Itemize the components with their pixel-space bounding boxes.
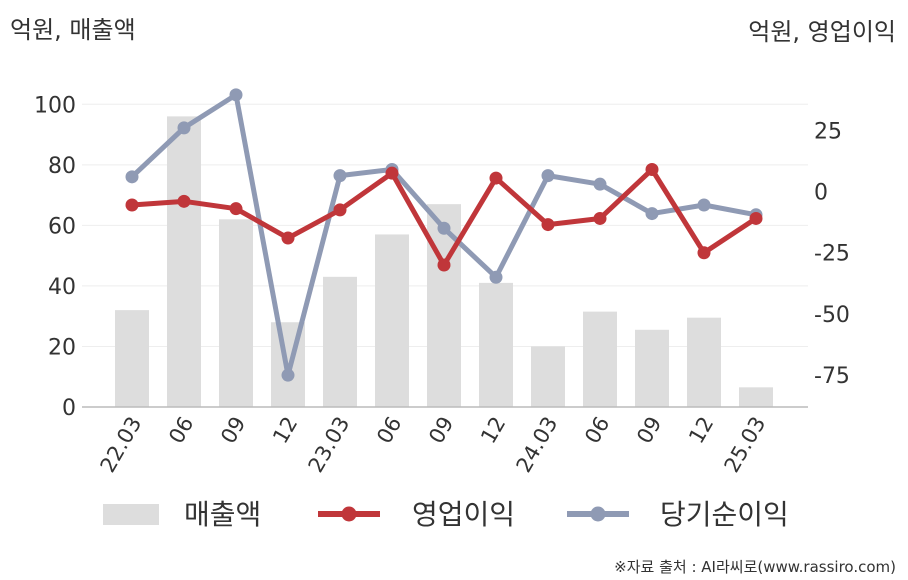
data-point: [437, 221, 451, 235]
data-point: [593, 177, 607, 191]
data-point: [697, 198, 711, 212]
bar: [531, 346, 565, 407]
data-point: [281, 231, 295, 245]
data-point: [385, 166, 399, 180]
x-tick-label: 09: [424, 413, 458, 448]
x-tick-label: 06: [580, 413, 614, 448]
x-tick-label: 24.03: [511, 413, 562, 477]
x-tick-label: 22.03: [95, 413, 146, 477]
x-tick-label: 06: [164, 413, 198, 448]
x-tick-label: 12: [476, 413, 510, 448]
legend-swatch: [103, 504, 159, 525]
data-point: [645, 162, 659, 176]
x-axis-ticks: 22.03 06 09 12 23.03 06 09 12 24.03 06 09 12 25.03: [95, 413, 770, 477]
left-tick-label: 100: [34, 93, 76, 118]
right-tick-label: 0: [814, 181, 828, 206]
left-axis-ticks: 0 20 40 60 80 100: [34, 93, 76, 421]
left-axis-title: 억원, 매출액: [10, 16, 136, 44]
data-point: [177, 121, 191, 135]
x-tick-label: 12: [684, 413, 718, 448]
data-point: [177, 194, 191, 208]
right-axis-title: 억원, 영업이익: [748, 18, 896, 46]
bar: [323, 276, 357, 407]
x-tick-label: 09: [632, 413, 666, 448]
data-point: [645, 207, 659, 221]
data-point: [437, 258, 451, 272]
bar: [479, 282, 513, 407]
left-tick-label: 80: [48, 154, 76, 179]
data-point: [333, 169, 347, 183]
left-tick-label: 0: [62, 396, 76, 421]
source-note: ※자료 출처 : AI라씨로(www.rassiro.com): [614, 558, 896, 576]
data-point: [229, 88, 243, 102]
x-tick-label: 06: [372, 413, 406, 448]
data-point: [593, 211, 607, 225]
bar-series: [115, 116, 773, 407]
data-point: [489, 171, 503, 185]
legend-label: 당기순이익: [660, 498, 789, 531]
bar: [219, 219, 253, 407]
left-tick-label: 20: [48, 335, 76, 360]
x-tick-label: 09: [216, 413, 250, 448]
bar: [115, 310, 149, 407]
right-tick-label: -75: [814, 364, 850, 389]
legend: 매출액 영업이익 당기순이익: [103, 498, 789, 531]
legend-label: 영업이익: [412, 498, 515, 531]
data-point: [697, 246, 711, 260]
left-tick-label: 40: [48, 275, 76, 300]
x-tick-label: 23.03: [303, 413, 354, 477]
data-point: [281, 368, 295, 382]
bar: [375, 234, 409, 407]
legend-marker: [341, 506, 357, 522]
legend-label: 매출액: [184, 498, 261, 531]
data-point: [541, 218, 555, 232]
data-point: [125, 198, 139, 212]
bar: [687, 317, 721, 407]
data-point: [333, 203, 347, 217]
data-point: [489, 270, 503, 284]
right-tick-label: -50: [814, 303, 850, 328]
legend-marker: [590, 506, 606, 522]
bar: [167, 116, 201, 407]
x-tick-label: 12: [268, 413, 302, 448]
data-point: [541, 169, 555, 183]
data-point: [749, 211, 763, 225]
left-tick-label: 60: [48, 214, 76, 239]
line-series: [125, 88, 763, 382]
right-axis-ticks: 25 0 -25 -50 -75: [814, 119, 850, 389]
data-point: [125, 170, 139, 184]
bar: [635, 329, 669, 407]
x-tick-label: 25.03: [719, 413, 770, 477]
bar: [739, 387, 773, 407]
right-tick-label: 25: [814, 119, 842, 144]
data-point: [229, 202, 243, 216]
right-tick-label: -25: [814, 242, 850, 267]
bar: [583, 311, 617, 407]
